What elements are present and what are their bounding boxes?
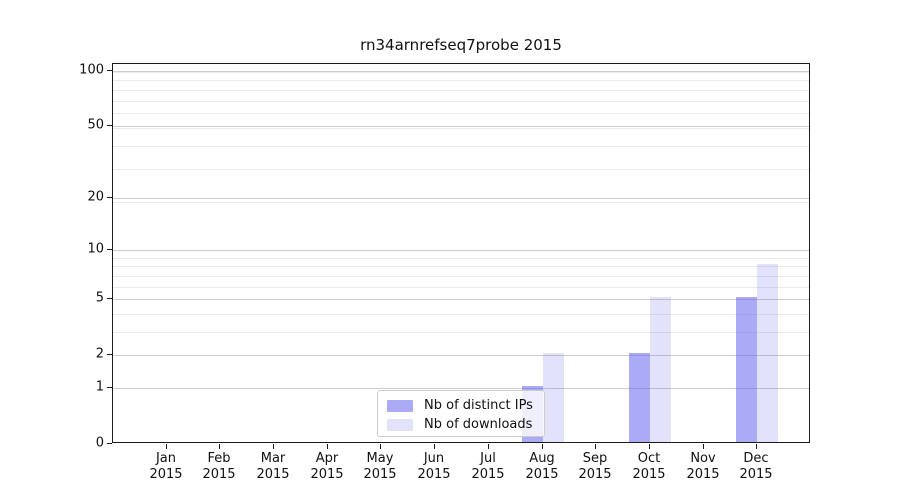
legend-item-distinct-ips: Nb of distinct IPs xyxy=(387,396,536,415)
gridline-minor xyxy=(113,258,809,259)
y-tick-label: 20 xyxy=(87,189,104,205)
x-tick-mark xyxy=(327,444,328,449)
y-tick-mark xyxy=(107,70,112,71)
x-tick-label: Sep 2015 xyxy=(578,451,612,482)
x-tick-mark xyxy=(703,444,704,449)
gridline-major xyxy=(113,71,809,72)
plot-area xyxy=(112,63,810,443)
bar-downloads xyxy=(757,264,778,442)
y-tick-label: 0 xyxy=(95,435,104,451)
x-tick-mark xyxy=(219,444,220,449)
x-tick-label: Oct 2015 xyxy=(632,451,666,482)
gridline-minor xyxy=(113,90,809,91)
y-tick-mark xyxy=(107,387,112,388)
x-tick-label: Aug 2015 xyxy=(525,451,559,482)
y-tick-mark xyxy=(107,197,112,198)
gridline-minor xyxy=(113,314,809,315)
legend-label-distinct-ips: Nb of distinct IPs xyxy=(424,398,533,413)
x-tick-mark xyxy=(488,444,489,449)
x-tick-label: Nov 2015 xyxy=(686,451,720,482)
gridline-minor xyxy=(113,169,809,170)
gridline-major xyxy=(113,126,809,127)
legend-item-downloads: Nb of downloads xyxy=(387,415,536,434)
x-tick-mark xyxy=(380,444,381,449)
legend-swatch-downloads-icon xyxy=(387,418,413,431)
y-tick-label: 2 xyxy=(95,346,104,362)
chart-title: rn34arnrefseq7probe 2015 xyxy=(360,36,562,54)
x-tick-label: Apr 2015 xyxy=(310,451,344,482)
legend-swatch-distinct-ips-icon xyxy=(387,399,413,412)
gridline-minor xyxy=(113,266,809,267)
legend: Nb of distinct IPs Nb of downloads xyxy=(377,390,545,437)
x-tick-mark xyxy=(756,444,757,449)
gridline-minor xyxy=(113,146,809,147)
bar-distinct-ips xyxy=(736,297,757,442)
gridline-minor xyxy=(113,72,809,73)
y-tick-label: 100 xyxy=(79,62,104,78)
x-tick-mark xyxy=(649,444,650,449)
gridline-minor xyxy=(113,276,809,277)
x-tick-label: Jun 2015 xyxy=(417,451,451,482)
x-tick-label: Jan 2015 xyxy=(149,451,183,482)
gridline-minor xyxy=(113,128,809,129)
x-tick-label: Mar 2015 xyxy=(256,451,290,482)
y-tick-label: 1 xyxy=(95,379,104,395)
gridline-major xyxy=(113,198,809,199)
x-tick-label: Feb 2015 xyxy=(202,451,236,482)
x-tick-mark xyxy=(434,444,435,449)
bar-distinct-ips xyxy=(629,353,650,442)
x-tick-label: Jul 2015 xyxy=(471,451,505,482)
y-tick-mark xyxy=(107,298,112,299)
gridline-minor xyxy=(113,113,809,114)
gridline-minor xyxy=(113,287,809,288)
gridline-minor xyxy=(113,101,809,102)
gridline-major xyxy=(113,299,809,300)
gridline-minor xyxy=(113,80,809,81)
gridline-major xyxy=(113,388,809,389)
x-tick-mark xyxy=(542,444,543,449)
gridline-minor xyxy=(113,202,809,203)
bar-downloads xyxy=(650,297,671,442)
y-tick-mark xyxy=(107,443,112,444)
y-tick-label: 10 xyxy=(87,241,104,257)
gridline-minor xyxy=(113,332,809,333)
y-tick-label: 50 xyxy=(87,117,104,133)
y-tick-label: 5 xyxy=(95,290,104,306)
y-tick-mark xyxy=(107,125,112,126)
gridline-major xyxy=(113,250,809,251)
x-tick-label: Dec 2015 xyxy=(739,451,773,482)
gridline-major xyxy=(113,355,809,356)
x-tick-label: May 2015 xyxy=(363,451,397,482)
x-tick-mark xyxy=(273,444,274,449)
y-tick-mark xyxy=(107,249,112,250)
y-tick-mark xyxy=(107,354,112,355)
bar-downloads xyxy=(543,353,564,442)
x-tick-mark xyxy=(595,444,596,449)
x-tick-mark xyxy=(166,444,167,449)
legend-label-downloads: Nb of downloads xyxy=(424,417,533,432)
